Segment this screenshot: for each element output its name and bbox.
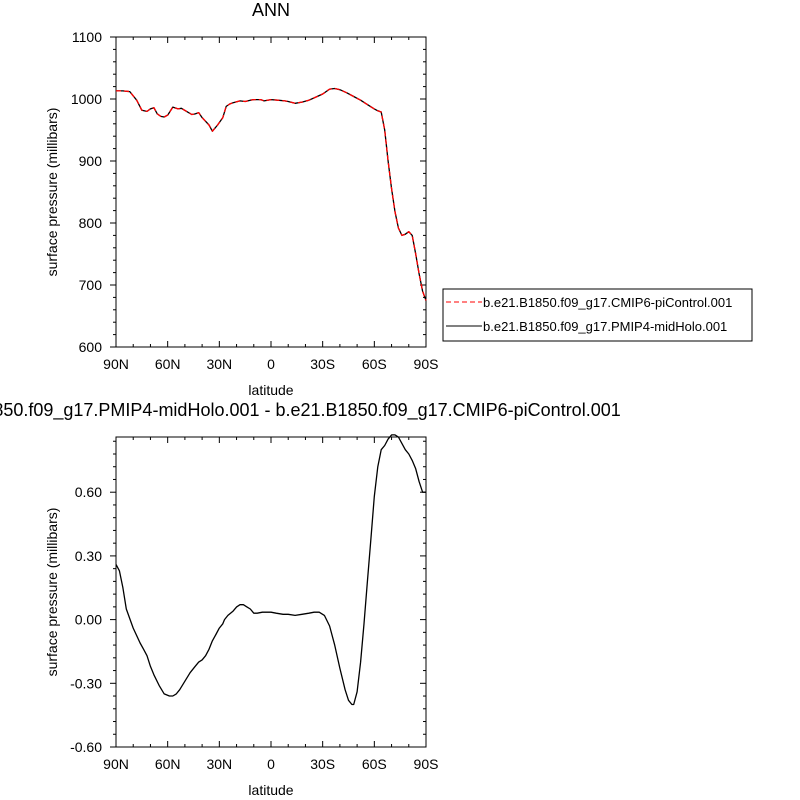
bottom-x-tick-label: 90S (414, 756, 439, 772)
bottom-x-tick-label: 0 (267, 756, 275, 772)
top-y-tick-label: 900 (79, 153, 103, 169)
top-y-axis-title: surface pressure (millibars) (44, 108, 60, 277)
top-chart-title: ANN (252, 0, 290, 20)
top-y-tick-label: 1100 (72, 29, 102, 45)
bottom-plot-frame (115, 436, 427, 748)
top-plot-frame (115, 36, 427, 348)
panel-top: ANN 90N 60N 30N 0 30S 60S 90S 600 700 800 900 1000 1… (44, 0, 753, 398)
legend-label-midholo: b.e21.B1850.f09_g17.PMIP4-midHolo.001 (483, 319, 727, 334)
top-y-tick-label: 800 (79, 215, 103, 231)
bottom-y-tick-label: 0.30 (75, 548, 102, 564)
bottom-series-lines (115, 434, 426, 706)
top-x-tick-label: 60N (155, 356, 181, 372)
top-x-tick-label: 90S (414, 356, 439, 372)
top-x-tick-label: 90N (103, 356, 129, 372)
bottom-chart-title: b.e21.B1850.f09_g17.PMIP4-midHolo.001 - … (0, 400, 621, 421)
panel-bottom: b.e21.B1850.f09_g17.PMIP4-midHolo.001 - … (0, 400, 621, 798)
legend-label-picontrol: b.e21.B1850.f09_g17.CMIP6-piControl.001 (483, 295, 732, 310)
bottom-x-tick-label: 30N (206, 756, 232, 772)
bottom-x-tick-label: 30S (310, 756, 335, 772)
bottom-y-tick-label: -0.30 (70, 675, 102, 691)
top-x-tick-label: 0 (267, 356, 275, 372)
top-y-tick-label: 700 (79, 277, 103, 293)
top-series-line-0 (116, 87, 427, 301)
bottom-axis-ticks: 90N 60N 30N 0 30S 60S 90S -0.60 -0.30 0.00 0.30 0.6… (70, 437, 438, 772)
bottom-x-axis-title: latitude (248, 782, 293, 798)
legend-box (442, 288, 753, 342)
bottom-x-tick-label: 60S (362, 756, 387, 772)
top-x-tick-label: 30N (206, 356, 232, 372)
top-y-tick-label: 1000 (71, 91, 102, 107)
top-x-axis-title: latitude (248, 382, 293, 398)
bottom-y-axis-title: surface pressure (millibars) (44, 508, 60, 677)
top-x-tick-label: 30S (310, 356, 335, 372)
top-x-tick-label: 60S (362, 356, 387, 372)
bottom-x-tick-label: 60N (155, 756, 181, 772)
bottom-y-tick-label: 0.60 (75, 484, 102, 500)
bottom-y-tick-label: 0.00 (75, 612, 102, 628)
top-y-tick-label: 600 (79, 339, 103, 355)
top-series-lines (116, 87, 427, 301)
bottom-y-tick-label: -0.60 (70, 739, 102, 755)
top-series-line-1 (116, 87, 427, 301)
legend: b.e21.B1850.f09_g17.CMIP6-piControl.001 … (442, 288, 753, 342)
bottom-series-line-0 (115, 434, 426, 706)
bottom-x-tick-label: 90N (103, 756, 129, 772)
top-axis-ticks: 90N 60N 30N 0 30S 60S 90S 600 700 800 900 1000 1100 (71, 29, 439, 372)
